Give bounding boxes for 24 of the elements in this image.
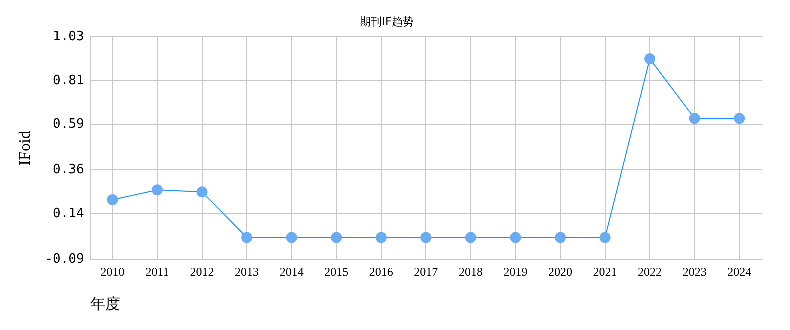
y-tick-label: 0.59 — [53, 116, 84, 132]
x-tick-label: 2024 — [728, 264, 752, 279]
x-axis-title: 年度 — [90, 294, 120, 313]
y-tick-label: 0.81 — [53, 73, 84, 88]
x-tick-label: 2016 — [369, 264, 394, 279]
y-tick-label: 0.36 — [53, 162, 84, 178]
y-tick-label: -0.09 — [45, 252, 84, 267]
y-tick-label: 1.03 — [53, 30, 84, 45]
x-tick-label: 2021 — [593, 264, 618, 279]
x-tick-label: 2023 — [682, 264, 707, 279]
x-tick-label: 2015 — [324, 264, 349, 279]
x-tick-label: 2010 — [100, 264, 125, 279]
y-tick-label: 0.14 — [53, 206, 84, 222]
x-tick-label: 2014 — [280, 264, 304, 279]
chart-title: 期刊IF趋势 — [360, 15, 414, 28]
x-tick-label: 2019 — [504, 264, 528, 279]
x-tick-label: 2012 — [190, 264, 214, 279]
x-tick-label: 2017 — [414, 264, 438, 279]
y-axis-title: IFoid — [16, 131, 34, 166]
x-tick-label: 2020 — [548, 264, 572, 279]
x-tick-label: 2022 — [638, 264, 662, 279]
x-tick-label: 2018 — [458, 264, 483, 279]
x-tick-label: 2013 — [235, 264, 260, 279]
x-tick-label: 2011 — [146, 264, 170, 279]
